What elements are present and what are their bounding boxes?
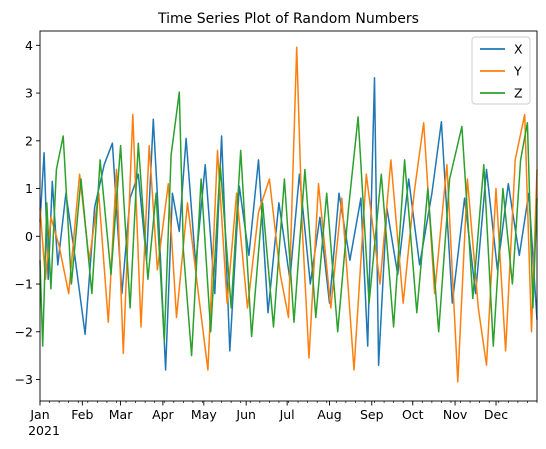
- series-layer: [39, 46, 538, 383]
- x-tick-label: Nov: [443, 407, 468, 422]
- x-tick-label: Aug: [317, 407, 341, 422]
- x-tick-label: Feb: [71, 407, 93, 422]
- chart-title: Time Series Plot of Random Numbers: [157, 11, 419, 27]
- series-line-x: [39, 77, 538, 371]
- x-tick-label: Jul: [279, 407, 295, 422]
- legend-label-y: Y: [513, 64, 522, 79]
- x-tick-label: Dec: [484, 407, 508, 422]
- legend-label-z: Z: [514, 86, 523, 101]
- legend-label-x: X: [514, 42, 523, 57]
- y-tick-label: −3: [15, 372, 33, 387]
- x-tick-label: Mar: [109, 407, 133, 422]
- x-tick-label: May: [191, 407, 217, 422]
- x-tick-year-label: 2021: [28, 423, 60, 438]
- y-tick-label: −1: [15, 277, 33, 292]
- y-tick-label: 0: [25, 229, 33, 244]
- series-line-z: [39, 91, 538, 357]
- y-tick-label: 1: [25, 181, 33, 196]
- y-tick-label: 4: [25, 38, 33, 53]
- legend-entries: XYZ: [480, 42, 523, 101]
- x-tick-label: Jun: [235, 407, 256, 422]
- y-tick-label: 3: [25, 86, 33, 101]
- x-tick-label: Jan: [29, 407, 49, 422]
- y-tick-label: −2: [15, 324, 33, 339]
- x-tick-label: Sep: [360, 407, 384, 422]
- legend: XYZ: [471, 36, 531, 105]
- x-tick-label: Oct: [402, 407, 424, 422]
- series-line-y: [39, 46, 538, 383]
- y-axis: −3 −2 −1 0 1 2 3 4: [15, 38, 40, 387]
- x-tick-label: Apr: [152, 407, 174, 422]
- y-tick-label: 2: [25, 133, 33, 148]
